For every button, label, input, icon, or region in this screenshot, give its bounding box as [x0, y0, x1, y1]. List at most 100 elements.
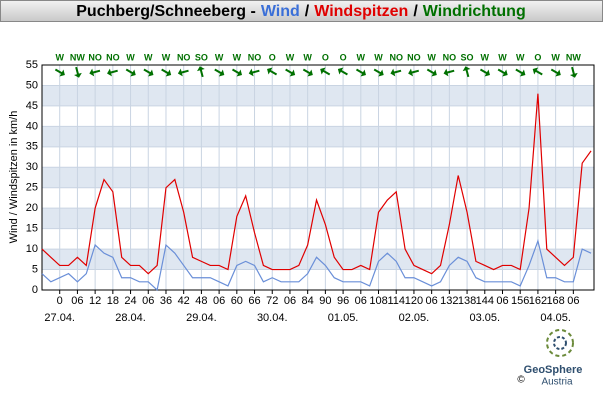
wind-direction-label: W	[551, 52, 560, 62]
wind-direction-arrow	[320, 67, 331, 76]
wind-direction-arrow	[74, 66, 82, 78]
title-part: Wind	[261, 3, 300, 20]
x-tick-label: 06	[496, 295, 508, 307]
title-part: Windspitzen	[314, 3, 408, 20]
wind-direction-label: W	[357, 52, 366, 62]
wind-direction-arrow	[143, 68, 154, 77]
wind-direction-label: W	[286, 52, 295, 62]
wind-direction-arrow	[54, 68, 65, 77]
wind-direction-arrow	[569, 66, 578, 78]
grid-band	[42, 126, 594, 147]
wind-direction-arrow	[197, 66, 205, 78]
wind-direction-arrow	[373, 68, 384, 77]
wind-direction-arrow	[161, 68, 172, 77]
x-tick-label: 06	[355, 295, 367, 307]
x-tick-label: 138	[458, 295, 476, 307]
y-tick-label: 10	[26, 243, 38, 255]
title-part: Puchberg/Schneeberg -	[76, 3, 256, 20]
copyright: ©	[517, 375, 525, 386]
x-tick-label: 48	[195, 295, 207, 307]
x-tick-label: 60	[231, 295, 243, 307]
x-tick-label: 06	[71, 295, 83, 307]
wind-direction-arrow	[408, 68, 420, 77]
y-tick-label: 35	[26, 141, 38, 153]
wind-direction-label: O	[534, 52, 541, 62]
wind-direction-arrow	[550, 68, 561, 77]
plot-frame	[41, 64, 595, 291]
wind-direction-label: NO	[443, 52, 457, 62]
x-tick-label: 168	[546, 295, 564, 307]
wind-direction-label: O	[322, 52, 329, 62]
x-tick-label: 132	[440, 295, 458, 307]
wind-direction-arrow	[515, 68, 526, 77]
logo-mark	[553, 336, 567, 350]
y-tick-label: 50	[26, 79, 38, 91]
date-label: 30.04.	[257, 312, 288, 324]
wind-direction-label: SO	[461, 52, 474, 62]
x-tick-label: 90	[319, 295, 331, 307]
series-line	[41, 238, 592, 292]
wind-direction-label: NO	[248, 52, 262, 62]
wind-direction-arrow	[479, 68, 490, 77]
date-label: 27.04.	[44, 312, 75, 324]
grid-band	[42, 208, 594, 229]
x-tick-label: 72	[266, 295, 278, 307]
title-part: Windrichtung	[423, 3, 526, 20]
wind-direction-arrow	[214, 68, 225, 77]
y-tick-label: 55	[26, 59, 38, 71]
wind-direction-arrow	[89, 68, 101, 77]
wind-direction-arrow	[107, 68, 118, 77]
wind-direction-label: NW	[566, 52, 581, 62]
x-tick-label: 06	[284, 295, 296, 307]
date-label: 28.04.	[115, 312, 146, 324]
y-tick-label: 25	[26, 182, 38, 194]
wind-direction-arrow	[302, 68, 313, 77]
wind-direction-label: NO	[88, 52, 102, 62]
logo-mark	[546, 329, 574, 357]
wind-direction-label: W	[516, 52, 525, 62]
wind-direction-label: NO	[407, 52, 421, 62]
wind-direction-arrow	[390, 68, 402, 77]
wind-direction-label: W	[303, 52, 312, 62]
wind-direction-label: SO	[195, 52, 208, 62]
wind-direction-label: W	[144, 52, 153, 62]
x-tick-label: 24	[124, 295, 136, 307]
x-tick-label: 96	[337, 295, 349, 307]
y-tick-label: 45	[26, 100, 38, 112]
x-tick-label: 42	[178, 295, 190, 307]
wind-direction-label: W	[427, 52, 436, 62]
wind-direction-label: W	[374, 52, 383, 62]
y-axis-label: Wind / Windspitzen in km/h	[8, 111, 20, 244]
wind-direction-arrow	[337, 67, 348, 76]
wind-direction-arrow	[462, 66, 471, 78]
x-tick-label: 36	[160, 295, 172, 307]
wind-direction-arrow	[267, 67, 278, 76]
wind-direction-arrow	[426, 68, 437, 77]
wind-direction-label: W	[55, 52, 64, 62]
x-tick-label: 162	[529, 295, 547, 307]
y-tick-label: 15	[26, 223, 38, 235]
title-part: /	[413, 3, 418, 20]
grid-band	[42, 85, 594, 106]
x-tick-label: 114	[387, 295, 405, 307]
wind-direction-label: O	[269, 52, 276, 62]
x-tick-label: 06	[426, 295, 438, 307]
wind-direction-label: NW	[70, 52, 85, 62]
date-label: 03.05.	[469, 312, 500, 324]
title-part: /	[305, 3, 310, 20]
date-label: 02.05.	[399, 312, 430, 324]
wind-direction-label: NO	[106, 52, 120, 62]
wind-direction-arrow	[248, 68, 260, 77]
date-label: 04.05.	[540, 312, 571, 324]
x-tick-label: 06	[142, 295, 154, 307]
wind-direction-label: W	[481, 52, 490, 62]
wind-direction-arrow	[497, 68, 508, 77]
y-tick-label: 30	[26, 161, 38, 173]
logo-name: GeoSphere	[524, 364, 583, 376]
y-tick-label: 40	[26, 120, 38, 132]
wind-direction-arrow	[177, 68, 189, 77]
x-tick-label: 06	[213, 295, 225, 307]
wind-direction-arrow	[231, 68, 243, 77]
chart-title: Puchberg/Schneeberg - Wind / Windspitzen / Wi…	[76, 3, 525, 20]
